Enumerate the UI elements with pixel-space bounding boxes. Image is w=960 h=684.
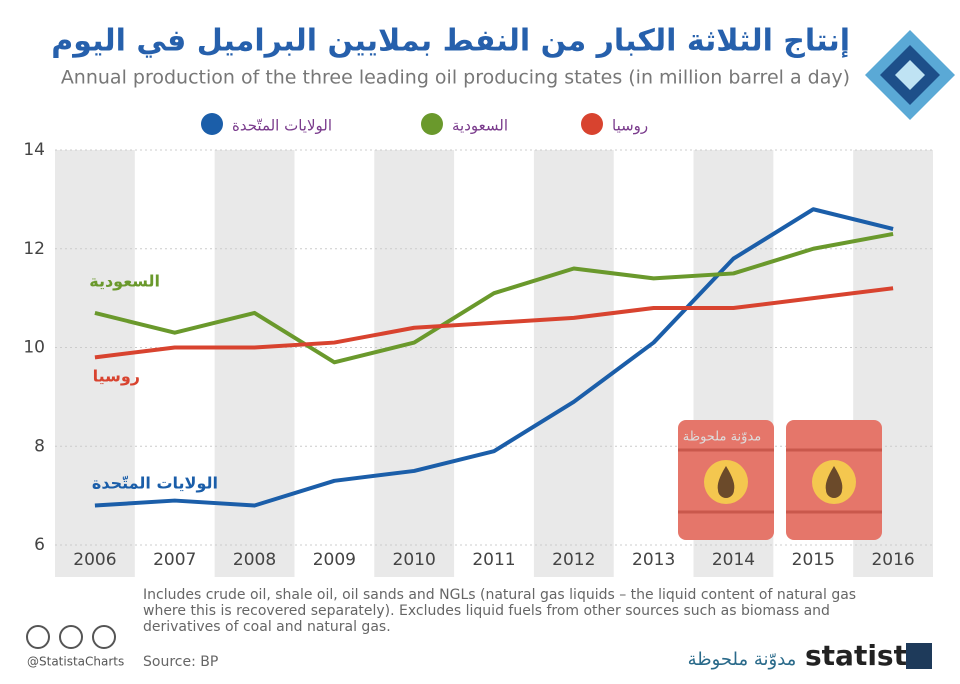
legend-label: الولايات المتّحدة — [232, 117, 332, 135]
x-tick-label: 2011 — [472, 550, 515, 570]
y-tick-label: 6 — [34, 535, 45, 555]
x-tick-label: 2013 — [632, 550, 675, 570]
handle: @StatistaCharts — [27, 655, 124, 669]
legend-marker — [421, 113, 443, 135]
y-tick-label: 8 — [34, 436, 45, 456]
x-tick-label: 2015 — [792, 550, 835, 570]
x-tick-label: 2016 — [871, 550, 914, 570]
series-line — [94, 286, 894, 360]
series-label: السعودية — [89, 272, 160, 291]
plot-area: 6 8 10 12 14 2006 2007 2008 2009 2010 2011 2012 2013… — [23, 140, 933, 577]
column-band — [374, 150, 455, 577]
brand-icon — [906, 643, 932, 669]
series-line — [94, 207, 894, 508]
x-tick-label: 2007 — [153, 550, 196, 570]
note: Includes crude oil, shale oil, oil sands… — [143, 587, 857, 635]
x-tick-label: 2010 — [393, 550, 436, 570]
series-label: روسيا — [93, 367, 140, 386]
source: Source: BP — [143, 654, 218, 670]
chart-title: إنتاج الثلاثة الكبار من النفط بملايين ال… — [51, 24, 850, 59]
series-label: الولايات المتّحدة — [92, 474, 218, 493]
watermark: مدوّنة ملحوظة — [683, 430, 761, 445]
x-tick-label: 2008 — [233, 550, 276, 570]
brand: statista — [805, 639, 926, 672]
x-tick-label: 2012 — [552, 550, 595, 570]
license-icons — [26, 625, 116, 649]
blog-name: مدوّنة ملحوظة — [688, 649, 797, 670]
x-tick-label: 2009 — [313, 550, 356, 570]
x-tick-label: 2006 — [73, 550, 116, 570]
legend-marker — [201, 113, 223, 135]
legend-marker — [581, 113, 603, 135]
logo — [865, 30, 955, 120]
y-tick-label: 10 — [23, 338, 45, 358]
legend-label: السعودية — [452, 117, 508, 135]
barrels — [678, 420, 882, 540]
column-band — [533, 150, 614, 577]
x-tick-label: 2014 — [712, 550, 755, 570]
y-tick-label: 14 — [23, 140, 45, 160]
chart-subtitle: Annual production of the three leading o… — [61, 67, 850, 89]
legend-label: روسيا — [612, 117, 648, 135]
series-line — [94, 231, 894, 365]
column-band — [214, 150, 295, 577]
y-tick-label: 12 — [23, 239, 45, 259]
column-band — [55, 150, 135, 577]
